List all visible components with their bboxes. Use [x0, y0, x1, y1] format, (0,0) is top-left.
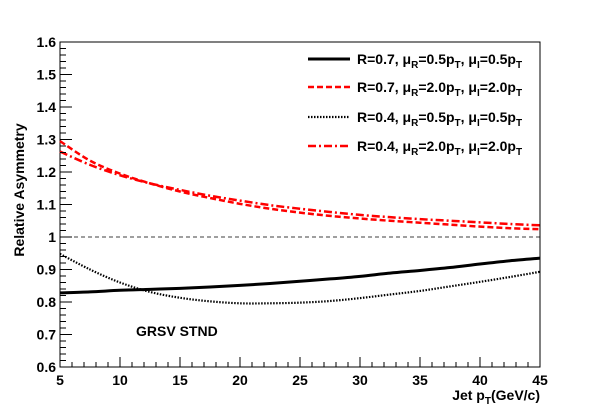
y-tick-label: 1.2 — [37, 164, 57, 180]
series-line-3 — [59, 252, 541, 305]
y-tick-label: 1.1 — [37, 197, 57, 213]
y-tick-label: 0.9 — [37, 262, 57, 278]
y-axis-title: Relative Asymmetry — [11, 123, 27, 257]
x-tick-label: 35 — [412, 372, 428, 388]
legend-label-2: R=0.7, μR=2.0pT, μI=2.0pT — [357, 79, 522, 99]
x-axis-title: Jet pT(GeV/c) — [452, 387, 540, 406]
series-line-2 — [59, 140, 541, 231]
y-tick-label: 0.7 — [37, 327, 57, 343]
legend-label-1: R=0.7, μR=0.5pT, μI=0.5pT — [357, 51, 522, 71]
y-tick-label: 0.6 — [37, 359, 57, 375]
legend: R=0.7, μR=0.5pT, μI=0.5pT R=0.7, μR=2.0pT… — [308, 51, 522, 158]
series-line-1 — [59, 256, 541, 295]
x-tick-label: 10 — [112, 372, 128, 388]
legend-label-3: R=0.4, μR=0.5pT, μI=0.5pT — [357, 109, 522, 129]
y-tick-label: 0.8 — [37, 294, 57, 310]
x-tick-label: 45 — [532, 372, 548, 388]
x-tick-label: 25 — [292, 372, 308, 388]
y-tick-label: 1.5 — [37, 67, 57, 83]
x-tick-label: 40 — [472, 372, 488, 388]
y-tick-label: 1.4 — [37, 99, 57, 115]
x-tick-label: 5 — [56, 372, 64, 388]
series-line-4 — [59, 150, 541, 227]
x-tick-label: 15 — [172, 372, 188, 388]
x-tick-label: 30 — [352, 372, 368, 388]
annotation-grsv-stnd: GRSV STND — [136, 323, 218, 339]
y-tick-label: 1.3 — [37, 132, 57, 148]
x-tick-label: 20 — [232, 372, 248, 388]
y-tick-label: 1.6 — [37, 34, 57, 50]
legend-label-4: R=0.4, μR=2.0pT, μI=2.0pT — [357, 138, 522, 158]
y-tick-label: 1 — [48, 229, 56, 245]
